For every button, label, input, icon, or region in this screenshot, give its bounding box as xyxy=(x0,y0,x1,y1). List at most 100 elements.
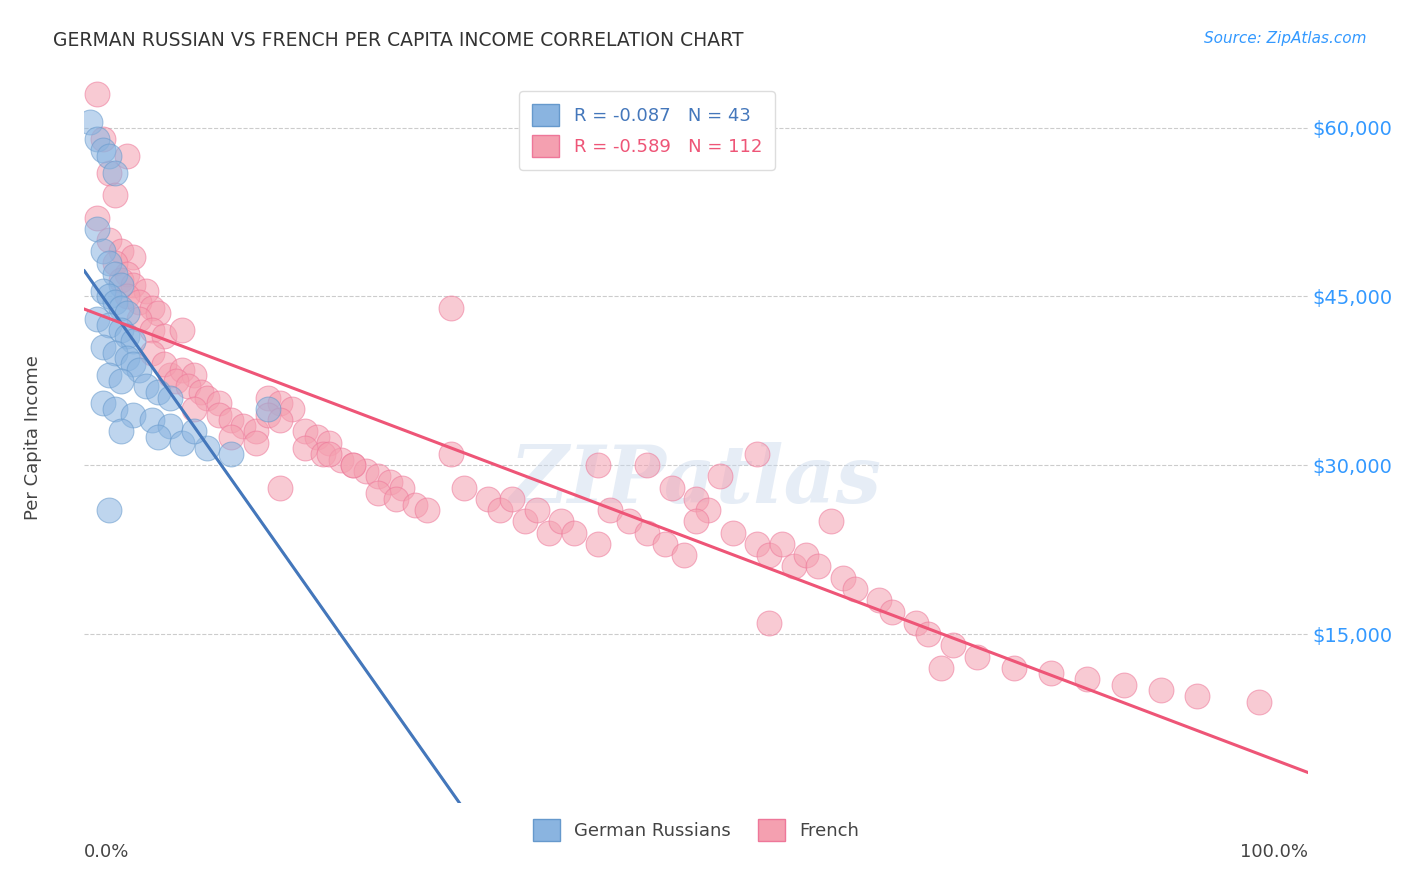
Point xyxy=(97,166,120,180)
Point xyxy=(269,413,291,427)
Point xyxy=(794,548,817,562)
Point xyxy=(232,418,254,433)
Point xyxy=(183,401,205,416)
Point xyxy=(115,267,138,281)
Point xyxy=(599,503,621,517)
Point xyxy=(172,435,194,450)
Point xyxy=(91,284,114,298)
Point xyxy=(257,401,280,416)
Point xyxy=(586,537,609,551)
Point xyxy=(104,345,127,359)
Point xyxy=(929,661,952,675)
Point xyxy=(636,458,658,473)
Point xyxy=(367,469,389,483)
Point xyxy=(245,435,267,450)
Point xyxy=(91,132,114,146)
Point xyxy=(110,301,132,315)
Point xyxy=(195,442,218,456)
Point xyxy=(122,334,145,349)
Text: Source: ZipAtlas.com: Source: ZipAtlas.com xyxy=(1204,31,1367,46)
Point xyxy=(636,525,658,540)
Point xyxy=(97,368,120,383)
Point xyxy=(146,306,169,320)
Point xyxy=(110,323,132,337)
Point xyxy=(141,413,163,427)
Point xyxy=(128,362,150,376)
Point xyxy=(128,295,150,310)
Point xyxy=(844,582,866,596)
Point xyxy=(257,391,280,405)
Point xyxy=(104,267,127,281)
Point xyxy=(208,408,231,422)
Point xyxy=(905,615,928,630)
Text: GERMAN RUSSIAN VS FRENCH PER CAPITA INCOME CORRELATION CHART: GERMAN RUSSIAN VS FRENCH PER CAPITA INCO… xyxy=(53,31,744,50)
Point xyxy=(783,559,806,574)
Point xyxy=(159,368,181,383)
Point xyxy=(146,430,169,444)
Point xyxy=(697,503,720,517)
Point xyxy=(318,435,340,450)
Point xyxy=(416,503,439,517)
Legend: German Russians, French: German Russians, French xyxy=(526,812,866,848)
Point xyxy=(1247,694,1270,708)
Point xyxy=(183,368,205,383)
Point xyxy=(330,452,353,467)
Point xyxy=(97,149,120,163)
Point xyxy=(245,425,267,439)
Point xyxy=(115,289,138,303)
Point xyxy=(91,396,114,410)
Point xyxy=(115,306,138,320)
Point xyxy=(146,385,169,400)
Point xyxy=(617,515,640,529)
Point xyxy=(404,498,426,512)
Point xyxy=(380,475,402,489)
Point xyxy=(104,188,127,202)
Point xyxy=(135,379,157,393)
Point xyxy=(966,649,988,664)
Point xyxy=(110,374,132,388)
Point xyxy=(489,503,512,517)
Point xyxy=(97,318,120,332)
Point xyxy=(661,481,683,495)
Point xyxy=(110,244,132,259)
Point xyxy=(190,385,212,400)
Point xyxy=(562,525,585,540)
Point xyxy=(135,284,157,298)
Point xyxy=(115,351,138,366)
Point xyxy=(758,548,780,562)
Point xyxy=(807,559,830,574)
Point xyxy=(86,222,108,236)
Point xyxy=(195,391,218,405)
Point xyxy=(672,548,695,562)
Point xyxy=(294,442,316,456)
Point xyxy=(685,491,707,506)
Point xyxy=(86,87,108,101)
Point xyxy=(257,408,280,422)
Point xyxy=(342,458,364,473)
Point xyxy=(1114,678,1136,692)
Point xyxy=(165,374,187,388)
Point xyxy=(153,357,176,371)
Text: ZIPatlas: ZIPatlas xyxy=(510,442,882,520)
Point xyxy=(219,413,242,427)
Point xyxy=(354,464,377,478)
Point xyxy=(831,571,853,585)
Point xyxy=(880,605,903,619)
Point xyxy=(526,503,548,517)
Point xyxy=(453,481,475,495)
Text: 100.0%: 100.0% xyxy=(1240,843,1308,861)
Point xyxy=(141,345,163,359)
Point xyxy=(281,401,304,416)
Point xyxy=(122,278,145,293)
Point xyxy=(110,278,132,293)
Point xyxy=(91,340,114,354)
Point xyxy=(91,143,114,157)
Point xyxy=(820,515,842,529)
Point xyxy=(367,486,389,500)
Point xyxy=(1039,666,1062,681)
Point xyxy=(219,447,242,461)
Point xyxy=(538,525,561,540)
Point xyxy=(709,469,731,483)
Point xyxy=(747,447,769,461)
Point xyxy=(586,458,609,473)
